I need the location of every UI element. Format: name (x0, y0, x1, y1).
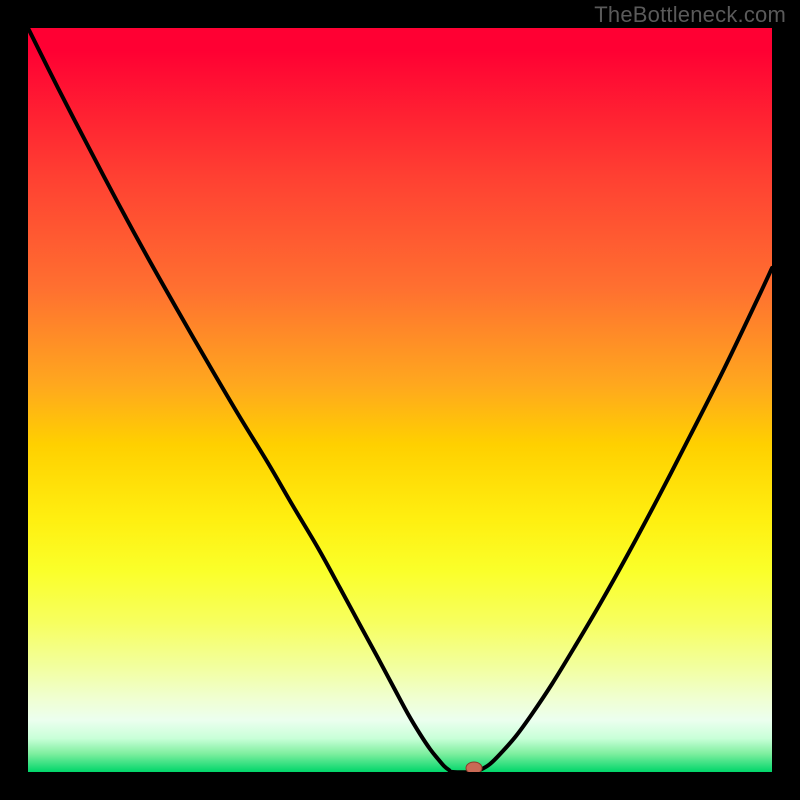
curve-svg (28, 28, 772, 772)
chart-frame: TheBottleneck.com (0, 0, 800, 800)
min-point-marker (466, 762, 482, 772)
plot-area (28, 28, 772, 772)
bottleneck-curve (28, 28, 772, 772)
watermark-text: TheBottleneck.com (594, 2, 786, 28)
